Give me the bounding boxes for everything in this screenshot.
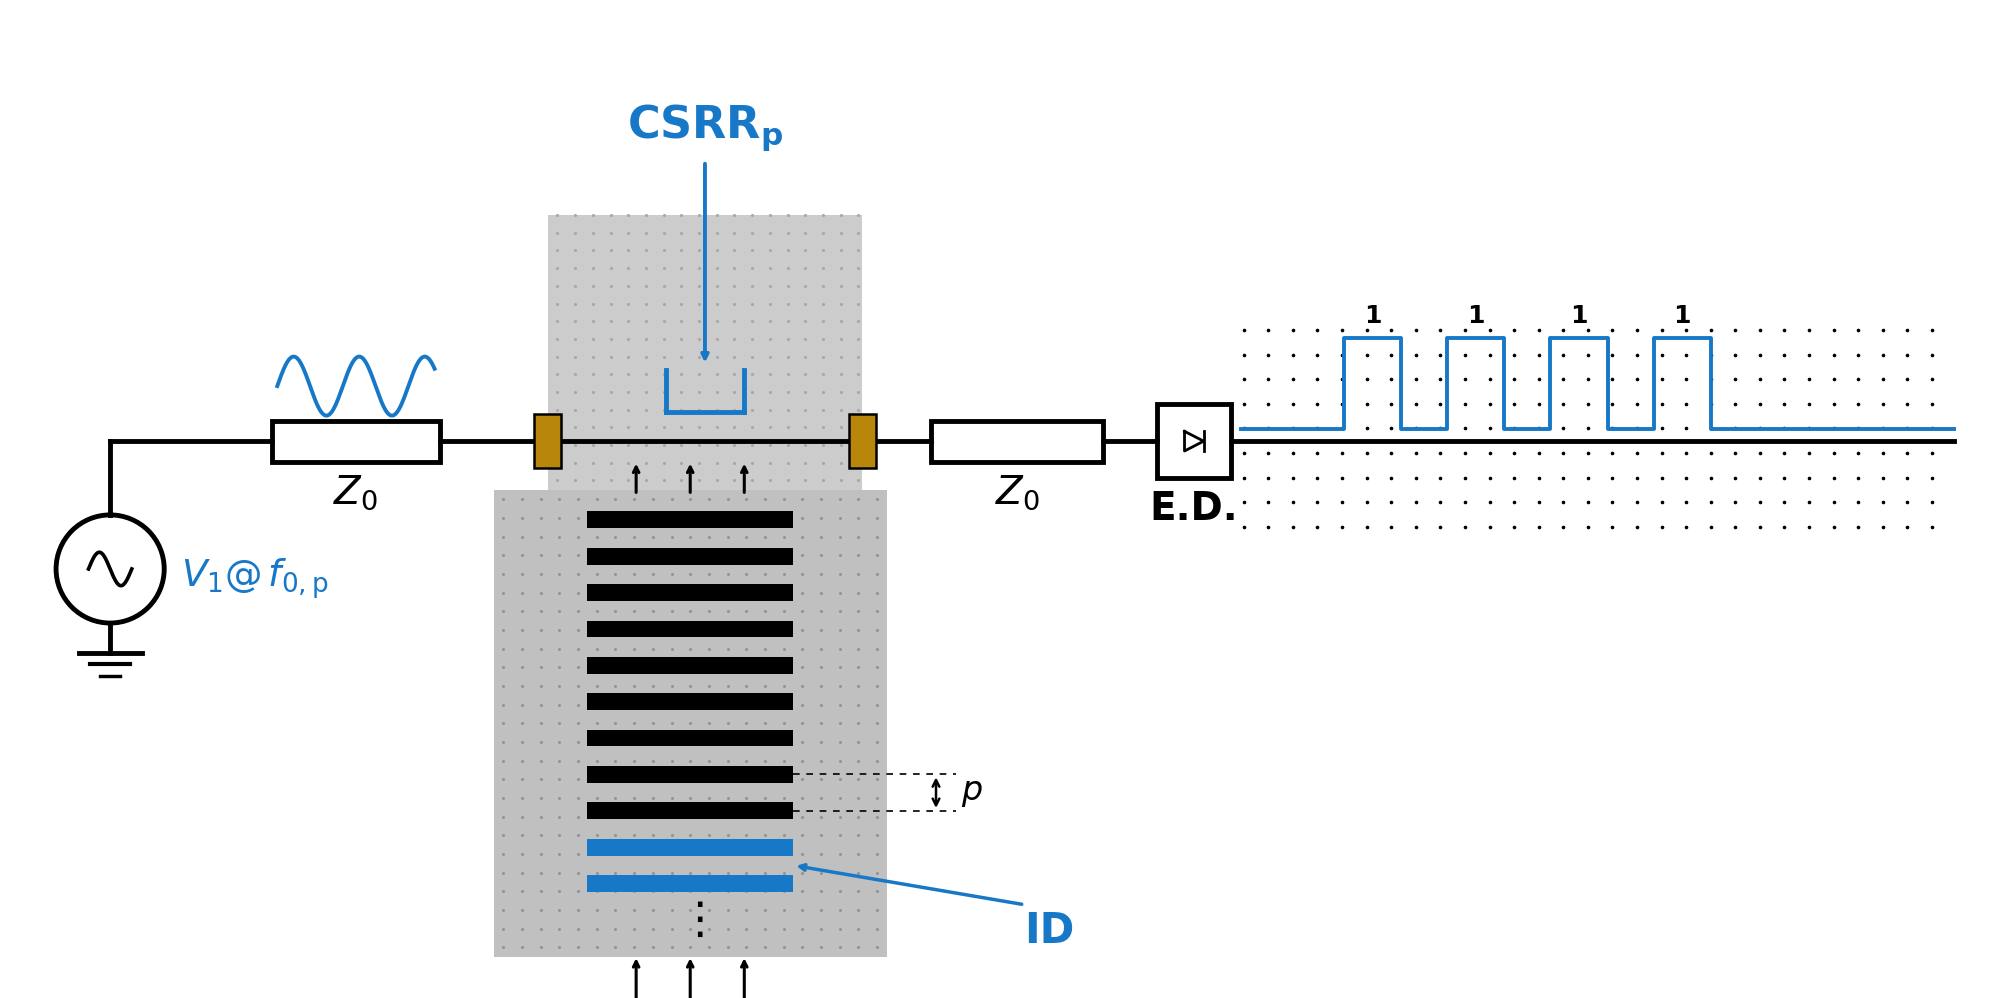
Text: $Z_0$: $Z_0$ [994,474,1038,512]
Bar [587,839,794,855]
Bar [1158,404,1231,478]
Bar [587,694,794,710]
Text: 1: 1 [1362,304,1380,328]
Bar [533,414,561,468]
Bar [587,657,794,674]
Bar [847,414,875,468]
Bar [587,548,794,565]
Text: 1: 1 [1569,304,1587,328]
Bar [587,584,794,601]
Bar [272,420,440,462]
Text: $V_1 @\, f_{0,\mathrm{p}}$: $V_1 @\, f_{0,\mathrm{p}}$ [181,557,328,601]
Bar [587,511,794,528]
Bar [493,490,887,957]
Bar [587,730,794,747]
Bar [587,766,794,782]
Text: E.D.: E.D. [1150,490,1237,528]
Text: $Z_0$: $Z_0$ [334,474,378,512]
Text: $p$: $p$ [961,776,983,809]
Text: $\mathbf{CSRR_p}$: $\mathbf{CSRR_p}$ [627,102,784,153]
Text: ID: ID [1024,909,1074,952]
Bar [587,802,794,819]
Text: 1: 1 [1673,304,1691,328]
Bar [587,621,794,638]
Bar [547,215,861,490]
Bar [931,420,1102,462]
Bar [587,875,794,892]
Text: 1: 1 [1466,304,1484,328]
Text: $\vdots$: $\vdots$ [676,898,702,941]
